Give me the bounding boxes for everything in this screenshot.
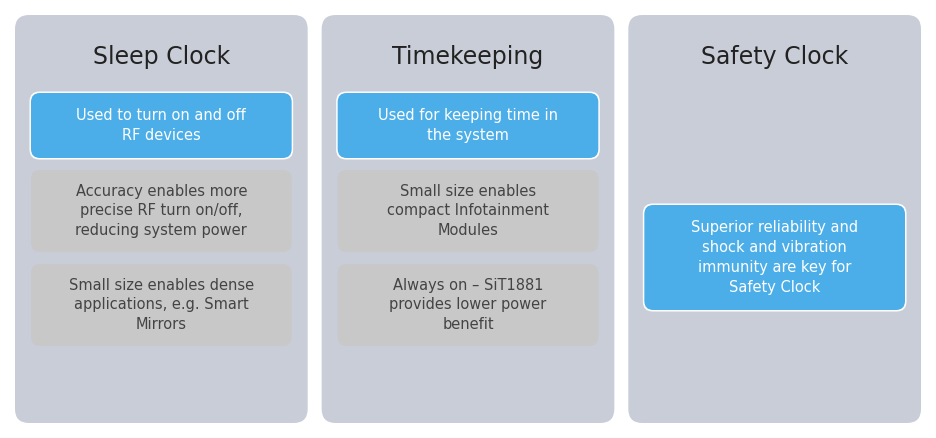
FancyBboxPatch shape bbox=[643, 204, 906, 311]
FancyBboxPatch shape bbox=[31, 264, 292, 346]
FancyBboxPatch shape bbox=[322, 15, 614, 423]
Text: Always on – SiT1881
provides lower power
benefit: Always on – SiT1881 provides lower power… bbox=[389, 278, 547, 332]
Text: Sleep Clock: Sleep Clock bbox=[93, 45, 230, 69]
FancyBboxPatch shape bbox=[31, 170, 292, 252]
FancyBboxPatch shape bbox=[15, 15, 308, 423]
FancyBboxPatch shape bbox=[628, 15, 921, 423]
FancyBboxPatch shape bbox=[644, 205, 905, 310]
Text: Small size enables
compact Infotainment
Modules: Small size enables compact Infotainment … bbox=[387, 184, 549, 238]
Text: Used to turn on and off
RF devices: Used to turn on and off RF devices bbox=[77, 108, 246, 143]
FancyBboxPatch shape bbox=[336, 92, 600, 159]
FancyBboxPatch shape bbox=[338, 93, 598, 158]
Text: Timekeeping: Timekeeping bbox=[392, 45, 544, 69]
Text: Small size enables dense
applications, e.g. Smart
Mirrors: Small size enables dense applications, e… bbox=[68, 278, 254, 332]
Text: Superior reliability and
shock and vibration
immunity are key for
Safety Clock: Superior reliability and shock and vibra… bbox=[691, 220, 858, 295]
FancyBboxPatch shape bbox=[30, 92, 293, 159]
Text: Safety Clock: Safety Clock bbox=[701, 45, 848, 69]
Text: Accuracy enables more
precise RF turn on/off,
reducing system power: Accuracy enables more precise RF turn on… bbox=[76, 184, 247, 238]
FancyBboxPatch shape bbox=[338, 170, 598, 252]
FancyBboxPatch shape bbox=[338, 264, 598, 346]
Text: Used for keeping time in
the system: Used for keeping time in the system bbox=[378, 108, 558, 143]
FancyBboxPatch shape bbox=[31, 93, 292, 158]
